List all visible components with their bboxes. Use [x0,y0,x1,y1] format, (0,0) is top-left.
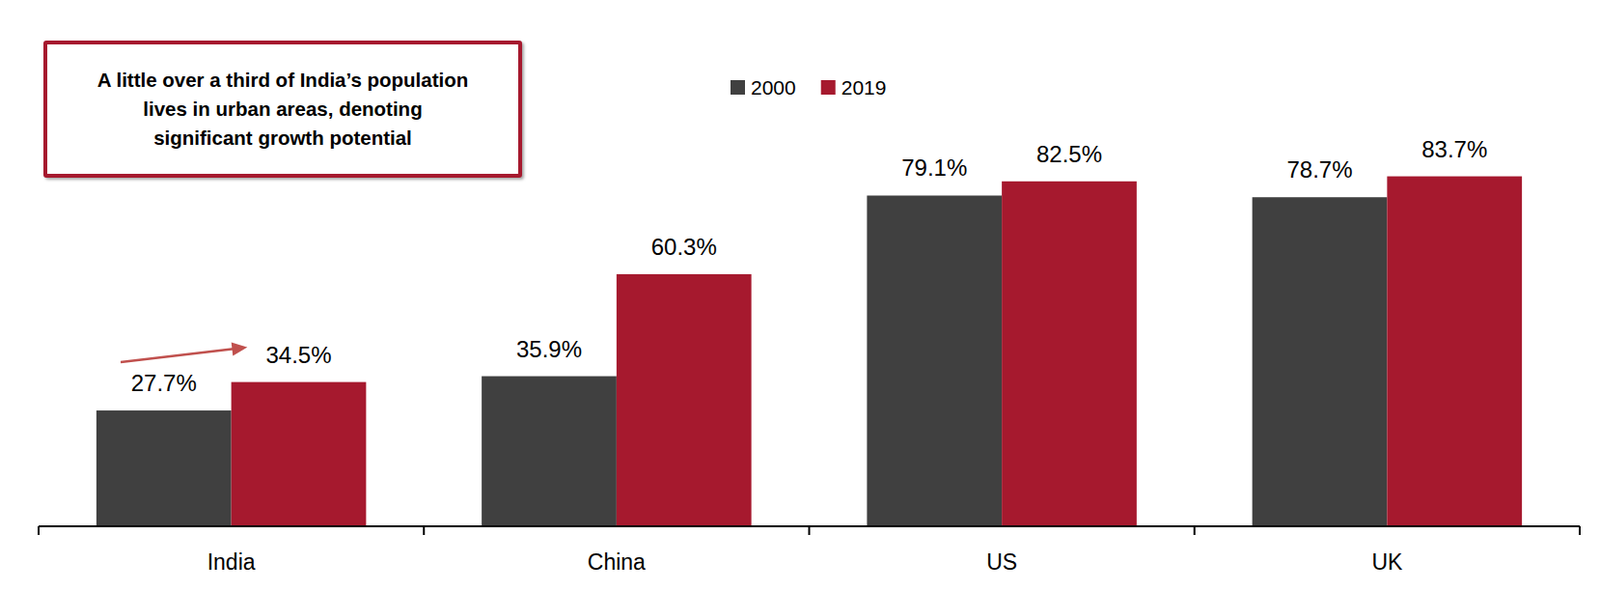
x-tick [37,525,40,535]
bars [96,176,1522,526]
arrow-head [231,342,249,357]
data-label: 35.9% [516,335,582,362]
bar [96,410,232,526]
bar [866,194,1002,526]
arrow [120,348,238,362]
bar [231,382,367,526]
legend-swatch [730,80,745,95]
x-tick-label: India [207,549,256,575]
data-label: 60.3% [651,233,718,260]
data-label: 78.7% [1286,156,1352,183]
bar [1252,196,1388,526]
legend: 2000 2019 [730,76,886,99]
bar [481,376,617,526]
x-tick [1193,525,1196,535]
x-tick [1578,525,1581,535]
legend-label: 2019 [841,76,887,99]
x-tick-label: UK [1371,549,1404,575]
bar [1386,176,1522,526]
data-label: 27.7% [131,369,197,396]
legend-label: 2000 [750,76,797,99]
chart: 27.7% 35.9% 79.1% 78.7% 34.5% 60.3% 82.5% 83.7%… [0,0,1600,591]
legend-swatch [821,80,836,95]
data-label: 79.1% [901,154,967,181]
data-label: 82.5% [1036,140,1103,167]
x-tick [422,525,425,535]
data-labels: 27.7% 35.9% 79.1% 78.7% 34.5% 60.3% 82.5% 83.7% [131,136,1489,396]
x-tick-label: US [986,549,1018,575]
annotation-box: A little over a third of India’s populat… [43,40,523,178]
x-tick [808,525,811,535]
bar [616,274,752,526]
data-label: 83.7% [1421,136,1488,163]
data-label: 34.5% [265,341,332,368]
x-tick-label: China [587,549,646,575]
bar [1001,181,1137,526]
